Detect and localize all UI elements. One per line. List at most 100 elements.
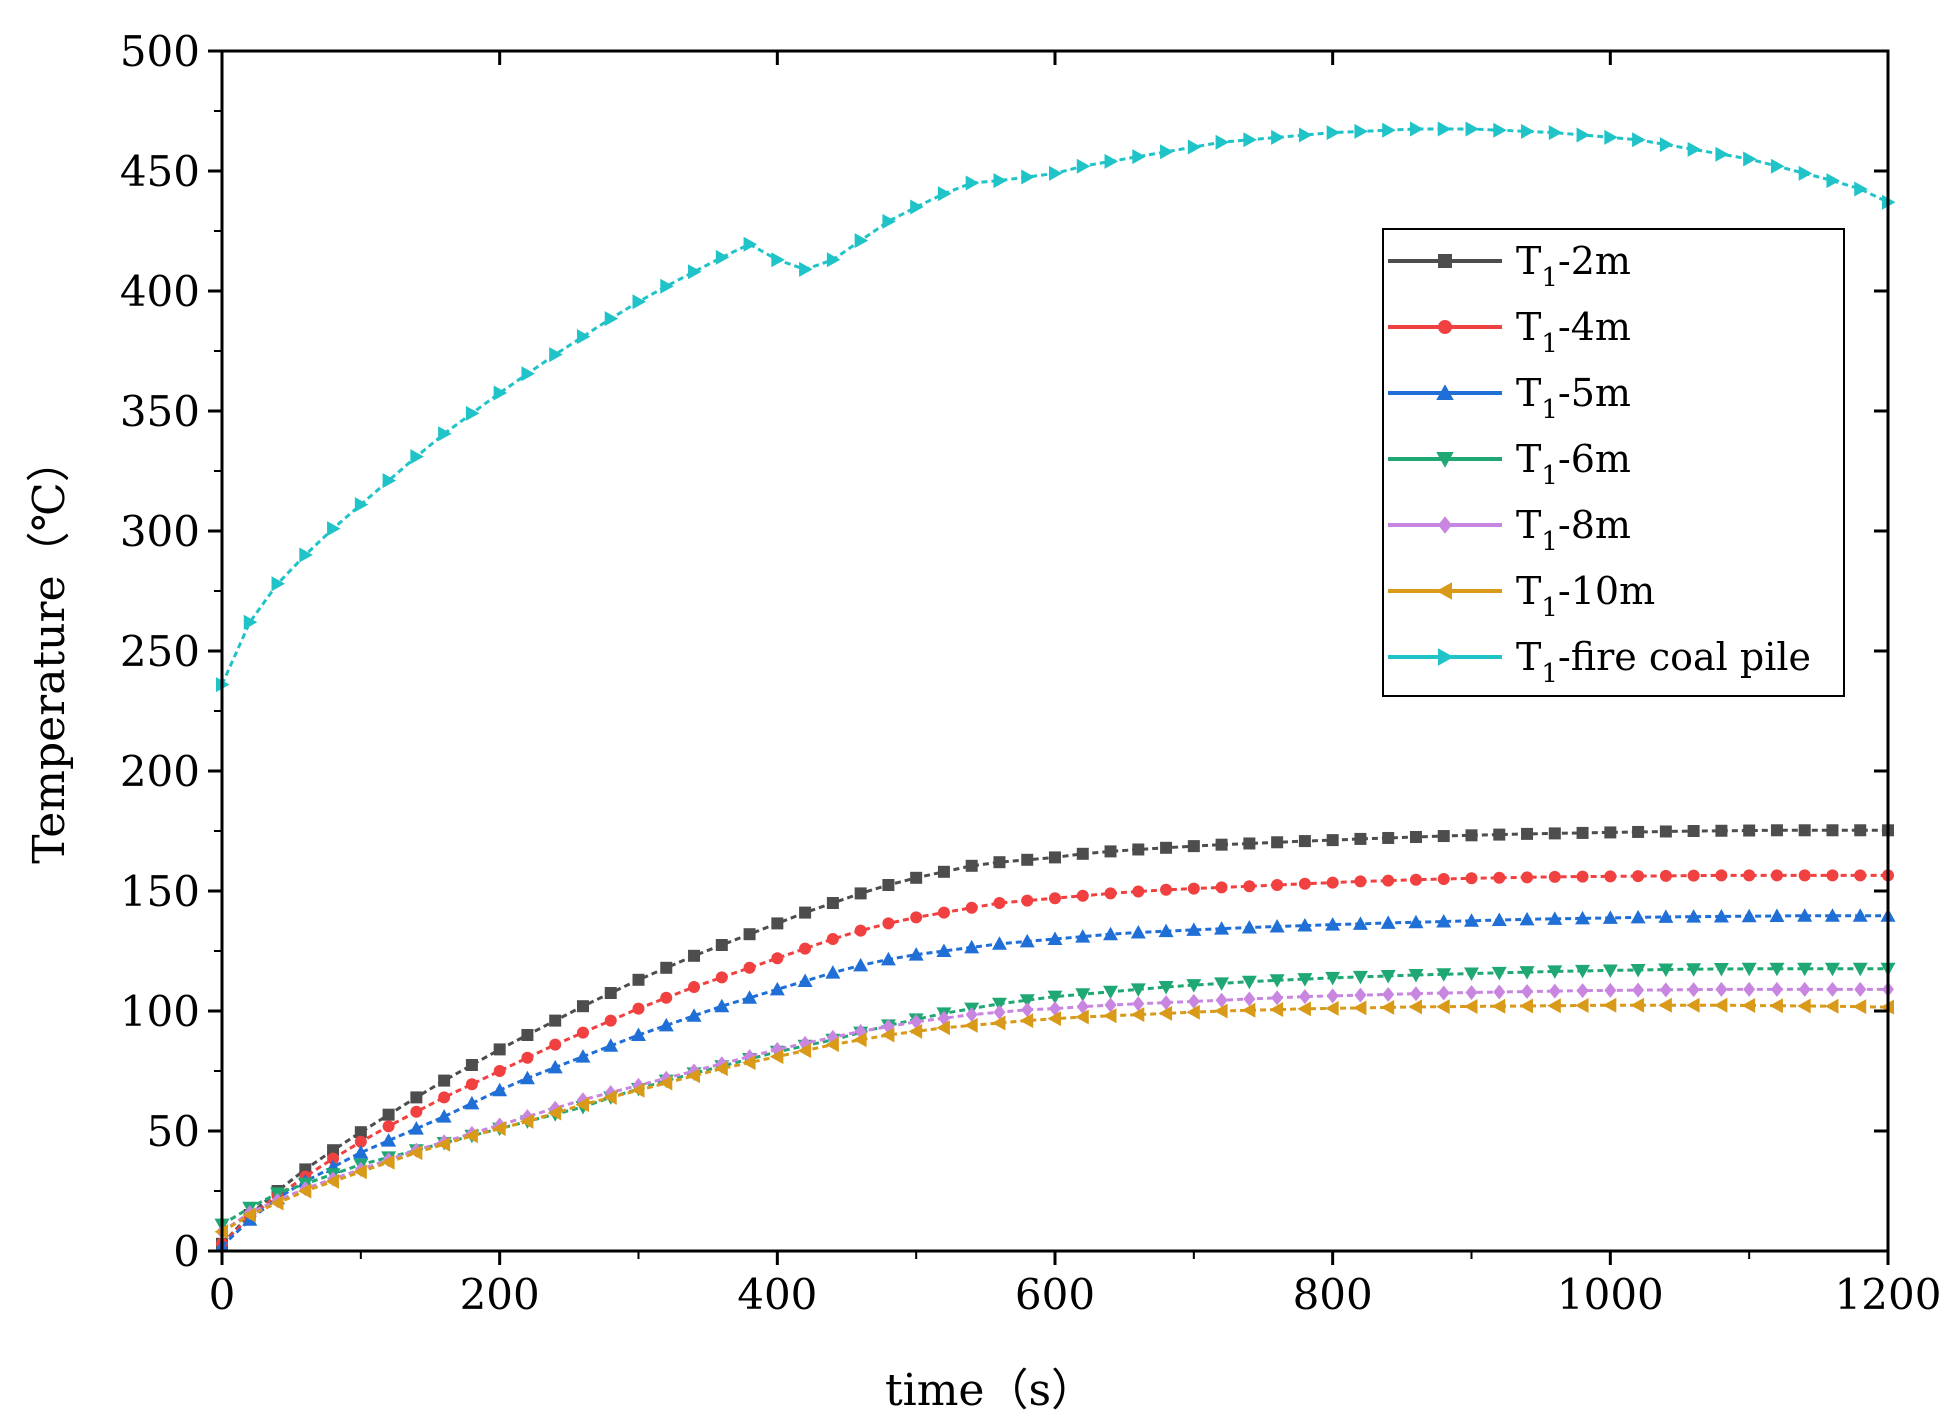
data-point bbox=[1852, 908, 1868, 922]
data-point bbox=[1659, 137, 1674, 153]
data-point bbox=[1215, 838, 1228, 851]
data-point bbox=[1659, 869, 1672, 882]
x-tick-label: 400 bbox=[737, 1270, 817, 1319]
data-point bbox=[1271, 836, 1284, 849]
y-tick-label: 200 bbox=[120, 747, 200, 796]
data-point bbox=[1215, 992, 1228, 1008]
data-point bbox=[297, 1183, 312, 1199]
data-point bbox=[993, 856, 1006, 869]
data-point bbox=[1769, 908, 1785, 922]
data-point bbox=[1298, 877, 1311, 890]
y-tick-label: 350 bbox=[120, 387, 200, 436]
data-point bbox=[991, 997, 1007, 1012]
data-point bbox=[465, 405, 480, 421]
data-point bbox=[464, 1095, 480, 1110]
data-point bbox=[1298, 835, 1311, 848]
data-point bbox=[1521, 827, 1534, 840]
data-point bbox=[1297, 973, 1313, 987]
data-point bbox=[271, 576, 286, 592]
data-point bbox=[1491, 966, 1507, 981]
data-point bbox=[1687, 982, 1700, 998]
data-point bbox=[769, 1049, 784, 1065]
series-line bbox=[221, 987, 1888, 1234]
data-point bbox=[1630, 963, 1646, 978]
data-point bbox=[1770, 981, 1783, 997]
data-point bbox=[410, 1091, 423, 1104]
data-point bbox=[936, 1020, 950, 1036]
data-point bbox=[631, 1027, 646, 1041]
data-point bbox=[993, 897, 1006, 909]
data-point bbox=[493, 1043, 506, 1056]
data-point bbox=[686, 1068, 701, 1084]
data-point bbox=[1491, 998, 1506, 1014]
data-point bbox=[1103, 926, 1119, 941]
data-point bbox=[882, 917, 895, 930]
x-tick-label: 200 bbox=[460, 1270, 540, 1319]
data-point bbox=[880, 1027, 895, 1043]
data-point bbox=[1743, 869, 1756, 882]
data-point bbox=[1604, 870, 1617, 883]
data-point bbox=[1076, 158, 1091, 174]
data-point bbox=[1326, 125, 1341, 141]
data-point bbox=[521, 366, 535, 382]
data-point bbox=[1130, 925, 1146, 939]
data-point bbox=[1352, 1000, 1367, 1016]
data-point bbox=[769, 981, 785, 996]
data-point bbox=[1021, 169, 1035, 185]
data-point bbox=[964, 1017, 978, 1033]
data-point bbox=[771, 917, 784, 930]
data-point bbox=[797, 1043, 812, 1059]
data-point bbox=[1408, 914, 1424, 929]
data-point bbox=[381, 1133, 397, 1147]
data-point bbox=[1049, 1001, 1061, 1017]
data-point bbox=[715, 249, 730, 265]
data-point bbox=[771, 252, 785, 268]
data-point bbox=[1769, 998, 1783, 1014]
data-point bbox=[1658, 997, 1672, 1013]
data-point bbox=[1491, 912, 1507, 927]
data-point bbox=[1021, 894, 1034, 907]
data-point bbox=[1160, 144, 1174, 160]
data-point bbox=[1354, 875, 1367, 888]
data-point bbox=[1798, 869, 1811, 882]
data-point bbox=[1632, 825, 1645, 838]
data-point bbox=[492, 1121, 506, 1137]
data-point bbox=[547, 1059, 563, 1074]
data-point bbox=[1687, 825, 1700, 837]
x-tick-label: 0 bbox=[209, 1270, 236, 1319]
data-point bbox=[1186, 979, 1202, 993]
data-point bbox=[825, 965, 841, 979]
legend-marker bbox=[1438, 516, 1452, 534]
data-point bbox=[742, 990, 758, 1004]
axis-layer: 0 200 400 600 800 1000 1200 0 50 100 150 200 250 300 3… bbox=[120, 27, 1942, 1319]
series-line bbox=[221, 1003, 1889, 1234]
y-tick-label: 300 bbox=[120, 507, 200, 556]
data-point bbox=[1687, 141, 1702, 157]
data-point bbox=[1019, 994, 1035, 1008]
legend-label: T1-6m bbox=[1516, 437, 1631, 491]
data-point bbox=[576, 1000, 589, 1013]
data-point bbox=[1297, 918, 1313, 932]
data-point bbox=[1409, 986, 1422, 1002]
data-point bbox=[686, 1008, 702, 1022]
data-point bbox=[519, 1113, 534, 1129]
data-point bbox=[1437, 121, 1452, 137]
data-point bbox=[1632, 132, 1646, 148]
data-point bbox=[1380, 999, 1395, 1015]
data-point bbox=[1437, 985, 1450, 1001]
series-layer bbox=[214, 121, 1896, 1253]
data-point bbox=[1437, 830, 1450, 843]
data-point bbox=[1852, 962, 1868, 977]
data-point bbox=[742, 1055, 756, 1071]
data-point bbox=[493, 385, 508, 401]
data-point bbox=[660, 961, 673, 974]
data-point bbox=[1824, 908, 1840, 922]
y-tick-label: 100 bbox=[120, 987, 200, 1036]
data-point bbox=[327, 521, 341, 537]
data-point bbox=[1297, 1001, 1311, 1017]
data-point bbox=[1713, 997, 1728, 1013]
data-point bbox=[1130, 1007, 1145, 1023]
data-point bbox=[243, 614, 258, 630]
data-point bbox=[1658, 909, 1674, 923]
data-point bbox=[1797, 908, 1813, 922]
